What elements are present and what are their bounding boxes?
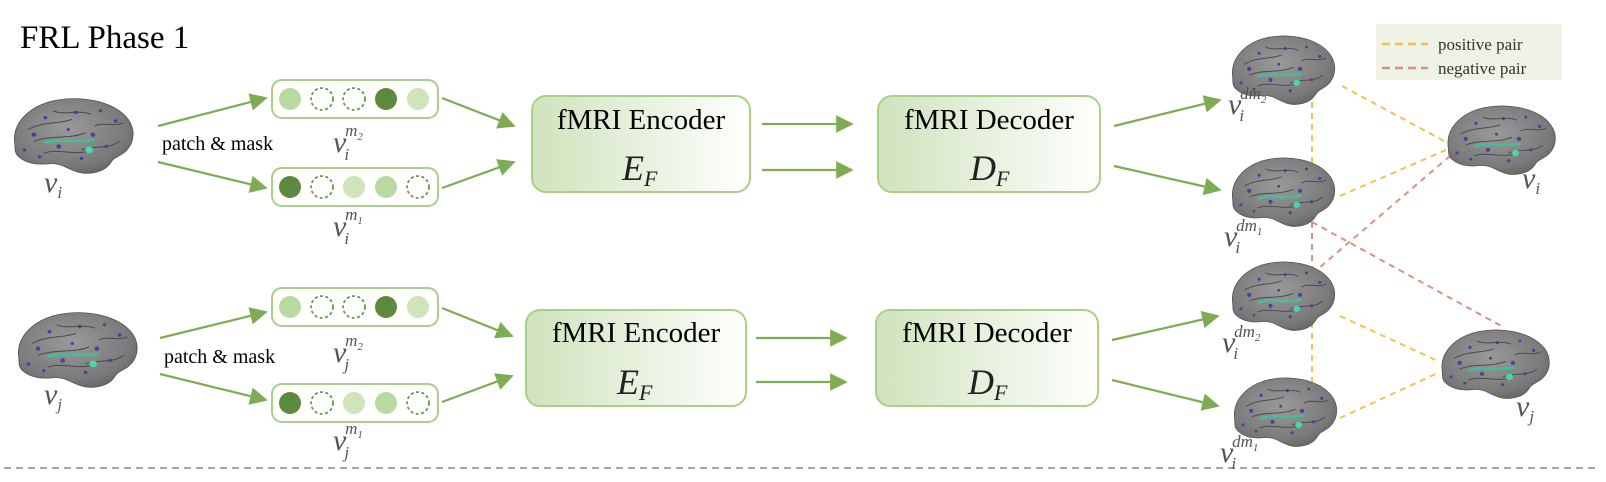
masked-token [406, 391, 430, 415]
encoder-symbol-j: EF [616, 362, 653, 405]
arrow-decoder-to-dm2-i [1113, 95, 1222, 128]
legend-positive-label: positive pair [1438, 35, 1523, 54]
brain-vi-input [13, 97, 135, 175]
arrow-decoder-to-dm1-i [1113, 164, 1222, 196]
output-brains: vidm2 vidm1 vidm2 vidm1 vi vj [1220, 34, 1557, 473]
label-vi-m2: vim2 [333, 121, 363, 164]
masked-token [310, 391, 334, 415]
positive-pair-line [1341, 85, 1447, 143]
decoder-box-j [875, 309, 1099, 407]
dark-token [375, 88, 397, 110]
arrow-vi-to-m2 [157, 93, 268, 128]
arrow-vj-to-m2 [159, 307, 268, 340]
arrow-m1-to-encoder-j [441, 373, 514, 404]
contrastive-pairs [1311, 80, 1506, 419]
label-vi-dm2-lower: vidm2 [1222, 322, 1261, 363]
positive-pair-line [1339, 371, 1441, 419]
encoder-box-j [525, 309, 747, 407]
label-vj-target: vj [1516, 390, 1534, 426]
dark-token [279, 176, 301, 198]
label-vi-m1: vim1 [333, 205, 363, 248]
positive-pair-line [1339, 315, 1441, 363]
brain-vj-input [17, 311, 139, 389]
lighter-token [343, 392, 365, 414]
encoder-title-j: fMRI Encoder [552, 317, 721, 349]
token-row-i-m2 [279, 87, 429, 111]
masked-token [406, 175, 430, 199]
positive-pair-line [1339, 149, 1447, 197]
encoder-box-i [531, 95, 751, 193]
arrow-vj-to-m1 [159, 372, 268, 405]
light-token [375, 176, 397, 198]
decoder-title-i: fMRI Decoder [904, 104, 1074, 136]
brain-vi-target [1446, 104, 1557, 176]
row-i: vi patch & mask vim2 vim1 fMRI Encoder E… [13, 79, 1222, 248]
label-vj-m1: vjm1 [333, 419, 363, 462]
negative-pair-line [1311, 155, 1451, 275]
patch-mask-label-i: patch & mask [162, 133, 273, 155]
masked-token [310, 295, 334, 319]
token-row-i-m1 [279, 175, 430, 199]
brain-vi-dm2-lower [1231, 260, 1336, 332]
decoder-box-i [877, 95, 1101, 193]
lighter-token [407, 296, 429, 318]
dark-token [375, 296, 397, 318]
light-token [279, 296, 301, 318]
patch-mask-label-j: patch & mask [164, 346, 275, 368]
dark-token [279, 392, 301, 414]
light-token [375, 392, 397, 414]
decoder-title-j: fMRI Decoder [902, 317, 1072, 349]
label-vj-m2: vjm2 [333, 331, 363, 374]
arrow-m1-to-encoder-i [441, 159, 516, 190]
masked-token [342, 87, 366, 111]
diagram-title: FRL Phase 1 [20, 20, 189, 56]
arrow-m2-to-encoder-i [441, 96, 516, 129]
lighter-token [407, 88, 429, 110]
negative-pair-line [1311, 221, 1506, 329]
encoder-title-i: fMRI Encoder [557, 104, 726, 136]
arrow-m2-to-encoder-j [441, 306, 514, 339]
row-j: vj patch & mask vjm2 vjm1 fMRI Encoder E… [17, 287, 1220, 462]
light-token [279, 88, 301, 110]
arrow-decoder-to-dm1-j [1111, 378, 1220, 411]
token-row-j-m1 [279, 391, 430, 415]
brain-vj-target [1440, 328, 1551, 400]
label-vi-input: vi [44, 166, 62, 202]
legend-negative-label: negative pair [1438, 59, 1527, 78]
decoder-symbol-i: DF [969, 148, 1010, 191]
masked-token [342, 295, 366, 319]
legend: positive pair negative pair [1376, 24, 1562, 80]
token-row-j-m2 [279, 295, 429, 319]
lighter-token [343, 176, 365, 198]
decoder-symbol-j: DF [967, 362, 1008, 405]
label-vj-input: vj [44, 378, 62, 414]
label-vi-dm1-lower: vidm1 [1220, 432, 1258, 473]
masked-token [310, 175, 334, 199]
label-vi-dm2: vidm2 [1228, 84, 1267, 125]
label-vi-target: vi [1522, 162, 1540, 198]
masked-token [310, 87, 334, 111]
arrow-decoder-to-dm2-j [1111, 310, 1220, 342]
arrow-vi-to-m1 [157, 160, 268, 193]
encoder-symbol-i: EF [621, 148, 658, 191]
label-vi-dm1: vidm1 [1224, 216, 1262, 257]
legend-background [1376, 24, 1562, 80]
